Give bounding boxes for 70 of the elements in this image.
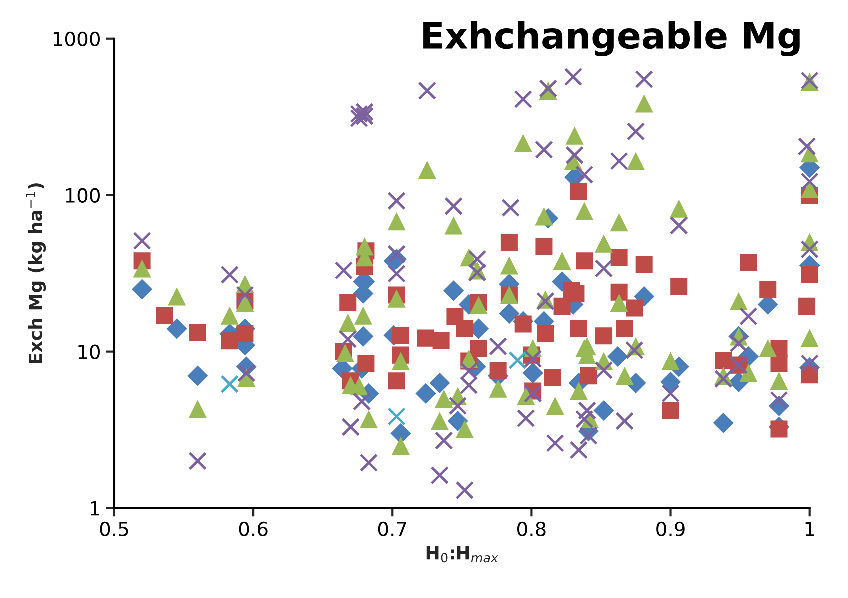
point (456, 320, 474, 338)
chart-title: Exhchangeable Mg (424, 21, 800, 56)
point (715, 352, 732, 370)
point (514, 316, 532, 333)
point (801, 266, 818, 284)
point (353, 326, 374, 347)
point (221, 332, 238, 350)
point (500, 234, 518, 251)
point (417, 330, 435, 347)
point (770, 420, 788, 438)
x-tick-label: 0.7 (378, 522, 406, 537)
point (608, 346, 628, 368)
x-tick-label: 0.5 (100, 522, 128, 537)
point (132, 279, 153, 300)
y-axis-title: Exch Mg (kg ha$^{−1}$) (26, 184, 46, 364)
point (522, 362, 544, 384)
point (490, 362, 507, 379)
point (662, 402, 680, 420)
x-tick-label: 0.9 (656, 522, 685, 537)
point (610, 284, 628, 301)
x-tick-label: 0.6 (239, 522, 268, 537)
point (570, 184, 588, 201)
point (740, 254, 758, 272)
point (594, 400, 614, 422)
point (610, 249, 628, 266)
point (188, 366, 208, 386)
point (580, 368, 598, 385)
point (660, 372, 682, 392)
point (544, 370, 562, 387)
point (508, 351, 527, 370)
point (392, 327, 410, 344)
point (499, 303, 520, 324)
point (220, 375, 240, 394)
point (236, 325, 254, 342)
point (432, 332, 450, 350)
point (166, 318, 188, 340)
point (156, 307, 174, 324)
point (626, 300, 644, 317)
point (416, 383, 436, 404)
point (537, 325, 554, 342)
point (388, 408, 406, 426)
point (596, 328, 613, 345)
x-tick-label: 1 (806, 522, 814, 536)
point (770, 355, 788, 372)
point (798, 298, 816, 315)
point (634, 286, 655, 308)
y-tick-label: 1000 (54, 32, 100, 47)
point (670, 278, 688, 296)
point (470, 340, 488, 358)
point (576, 252, 594, 270)
point (448, 410, 468, 432)
point (713, 412, 734, 434)
point (388, 372, 406, 390)
point (554, 298, 571, 315)
point (636, 256, 653, 274)
y-tick-label: 10 (78, 344, 100, 360)
point (358, 355, 375, 372)
point (189, 324, 206, 341)
point (570, 320, 588, 338)
point (340, 294, 357, 312)
y-tick-label: 100 (66, 188, 100, 204)
point (444, 280, 464, 302)
point (390, 423, 412, 444)
point (536, 238, 553, 256)
point (760, 281, 777, 298)
y-tick-label: 1 (91, 502, 100, 516)
x-axis-title: H$_{0}$:H$_{max}$ (426, 546, 499, 563)
point (430, 372, 450, 394)
x-tick-label: 0.8 (518, 522, 546, 537)
point (616, 320, 634, 338)
